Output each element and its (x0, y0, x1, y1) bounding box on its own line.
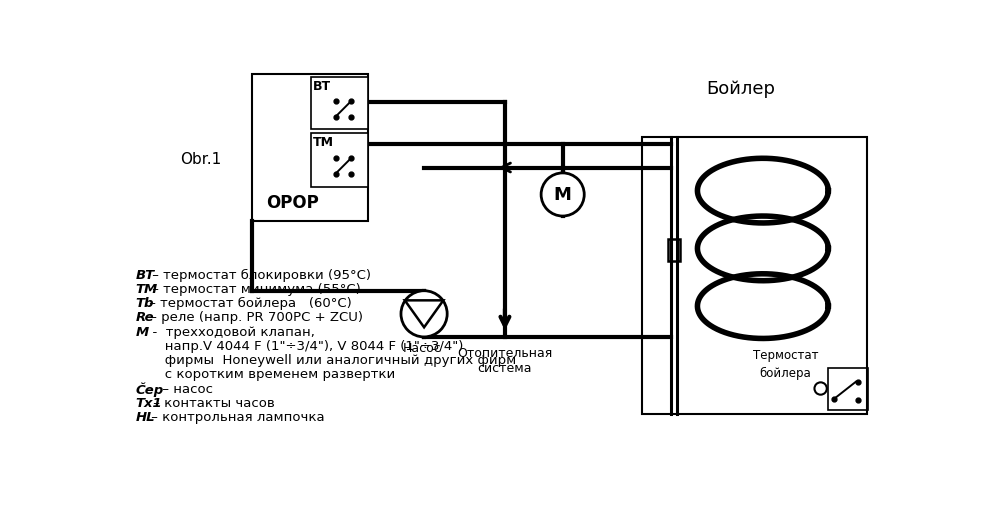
Text: TM: TM (313, 136, 334, 149)
Text: – реле (напр. PR 700PC + ZCU): – реле (напр. PR 700PC + ZCU) (146, 311, 363, 324)
Text: HL: HL (135, 410, 155, 423)
Text: Насос: Насос (402, 341, 441, 354)
Text: Отопительная
система: Отопительная система (457, 346, 553, 374)
Text: – термостат бойлера   (60°C): – термостат бойлера (60°C) (145, 296, 352, 310)
Text: OPOP: OPOP (266, 193, 319, 212)
Bar (829, 368, 869, 410)
Text: Бойлер: Бойлер (707, 80, 776, 98)
Bar (669, 240, 681, 261)
Bar (252, 74, 368, 222)
Text: напр.V 4044 F (1"÷3/4"), V 8044 F (1"÷3/4"): напр.V 4044 F (1"÷3/4"), V 8044 F (1"÷3/… (135, 339, 463, 352)
Bar (311, 134, 368, 187)
Text: – термостат минимума (55°C): – термостат минимума (55°C) (148, 282, 361, 295)
Text: Термостат
бойлера: Термостат бойлера (753, 349, 819, 379)
Text: . – насос: . – насос (154, 382, 213, 395)
Text: M: M (554, 186, 572, 204)
Text: фирмы  Honeywell или аналогичный других фирм: фирмы Honeywell или аналогичный других ф… (135, 354, 517, 366)
Text: Tb: Tb (135, 296, 154, 310)
Text: TM: TM (135, 282, 157, 295)
Circle shape (542, 174, 585, 217)
Text: -  трехходовой клапан,: - трехходовой клапан, (144, 325, 314, 338)
Text: – контрольная лампочка: – контрольная лампочка (147, 410, 324, 423)
Text: Obr.1: Obr.1 (180, 152, 221, 166)
Circle shape (401, 291, 447, 337)
Text: Tx1: Tx1 (135, 396, 162, 409)
Text: – контакты часов: – контакты часов (149, 396, 275, 409)
Text: Čep: Čep (135, 382, 163, 396)
Text: – термостат блокировки (95°C): – термостат блокировки (95°C) (148, 268, 370, 281)
Bar (642, 137, 867, 414)
Text: BT: BT (313, 80, 331, 93)
Text: Re: Re (135, 311, 154, 324)
Text: M: M (135, 325, 148, 338)
Bar (311, 77, 368, 130)
Text: с коротким временем развертки: с коротким временем развертки (135, 368, 395, 381)
Text: BT: BT (135, 268, 154, 281)
